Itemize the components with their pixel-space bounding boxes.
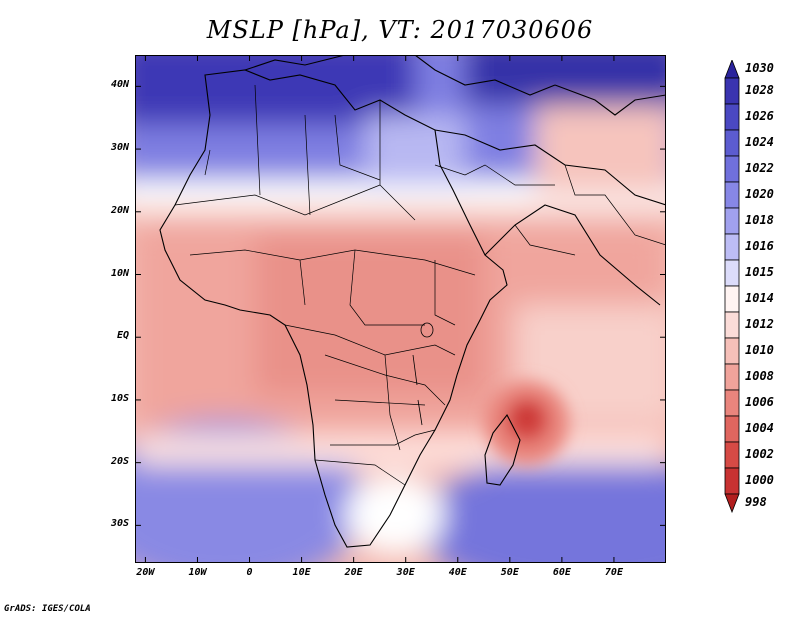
lon-label: 60E [552,567,571,578]
lon-label: 70E [604,567,623,578]
lon-label: 20W [136,567,155,578]
colorbar-swatch [724,129,740,157]
colorbar-swatch [724,337,740,365]
lat-label: 30S [110,518,129,530]
colorbar-level-label: 1006 [745,395,774,409]
lat-label: 30N [110,142,129,154]
country-borders [174,84,666,486]
colorbar-level-label: 1018 [745,213,774,227]
lon-label: 10E [292,567,311,578]
colorbar-swatch [724,311,740,339]
lon-label: 50E [500,567,519,578]
colorbar-swatch [724,155,740,183]
lat-label: 20N [110,204,129,216]
colorbar-level-label: 1000 [745,473,774,487]
colorbar-level-label: 1002 [745,447,774,461]
colorbar-level-label: 1026 [745,109,774,123]
colorbar-level-label: 1010 [745,343,774,357]
colorbar-swatch [724,77,740,105]
lon-label: 0 [246,567,253,578]
lon-label: 40E [448,567,467,578]
lon-label: 30E [396,567,415,578]
colorbar-top-arrow [724,60,740,79]
colorbar-level-label: 1014 [745,291,774,305]
map-title: MSLP [hPa], VT: 2017030606 [206,16,594,44]
colorbar-swatch [724,389,740,417]
pressure-contours [135,55,666,563]
map-frame [135,55,666,563]
colorbar-level-label: 1012 [745,317,774,331]
colorbar-level-label: 1024 [745,135,774,149]
lat-label: 10N [110,267,129,279]
colorbar-swatch [724,415,740,443]
colorbar-swatch [724,259,740,287]
lat-label: 10S [110,392,129,404]
lon-label: 20E [344,567,363,578]
pressure-map [135,55,666,563]
colorbar-level-label: 1030 [745,61,774,75]
colorbar-level-label: 998 [745,495,767,509]
lat-label: 20S [110,455,129,467]
colorbar-swatch [724,285,740,313]
colorbar-swatch [724,233,740,261]
lat-label: EQ [116,330,129,342]
cyclone-low [485,381,569,465]
colorbar-swatch [724,363,740,391]
colorbar-level-label: 1028 [745,83,774,97]
colorbar-swatch [724,467,740,495]
colorbar-level-label: 1020 [745,187,774,201]
colorbar [724,60,740,514]
map-panel [135,55,666,563]
colorbar-level-label: 1015 [745,265,774,279]
colorbar-swatch [724,103,740,131]
madagascar-coast [484,413,521,486]
colorbar-level-label: 1022 [745,161,774,175]
colorbar-bottom-arrow [724,493,740,514]
colorbar-swatch [724,181,740,209]
colorbar-swatch [724,441,740,469]
lakes [412,322,434,426]
colorbar-swatch [724,207,740,235]
colorbar-level-label: 1004 [745,421,774,435]
lat-label: 40N [110,79,129,91]
colorbar-level-label: 1016 [745,239,774,253]
lon-label: 10W [188,567,207,578]
footer-credit: GrADS: IGES/COLA [4,604,91,614]
axis-ticks [135,55,666,563]
colorbar-level-label: 1008 [745,369,774,383]
